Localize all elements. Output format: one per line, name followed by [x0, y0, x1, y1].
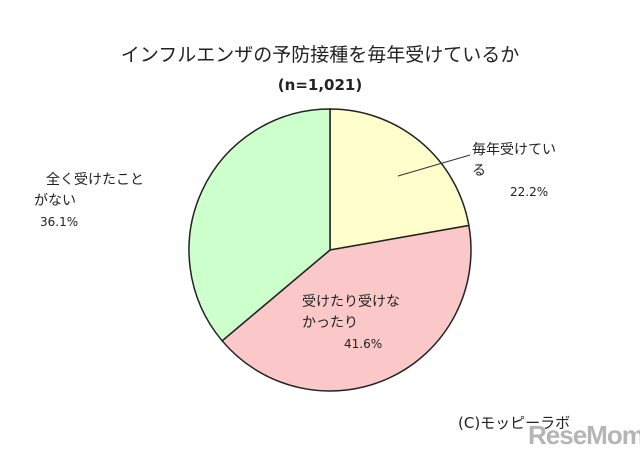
- pie-slice-0: [329, 108, 470, 251]
- label-line: かったり: [302, 315, 358, 331]
- pie-slice-1: [221, 224, 472, 392]
- label-line: がない: [34, 193, 76, 209]
- chart-subtitle: (n=1,021): [277, 76, 363, 94]
- slice-percent: 22.2%: [510, 185, 549, 199]
- label-line: 全く受けたこと: [46, 172, 144, 188]
- label-line: る: [472, 163, 486, 179]
- pie-slice-2: [188, 108, 331, 342]
- watermark-logo: ReseMom: [528, 420, 640, 450]
- slice-label-never: 全く受けたこと がない 36.1%: [30, 170, 160, 233]
- copyright: (C)モッピーラボ: [458, 414, 571, 432]
- slice-label-every-year: 毎年受けてい る 22.2%: [472, 140, 556, 203]
- label-line: 受けたり受けな: [302, 294, 400, 310]
- leader-line: [397, 154, 471, 177]
- chart-title: インフルエンザの予防接種を毎年受けているか: [120, 44, 520, 66]
- slice-percent: 41.6%: [344, 337, 383, 351]
- slice-percent: 36.1%: [40, 215, 79, 229]
- label-line: 毎年受けてい: [472, 142, 556, 158]
- slice-label-sometimes: 受けたり受けな かったり 41.6%: [302, 292, 400, 355]
